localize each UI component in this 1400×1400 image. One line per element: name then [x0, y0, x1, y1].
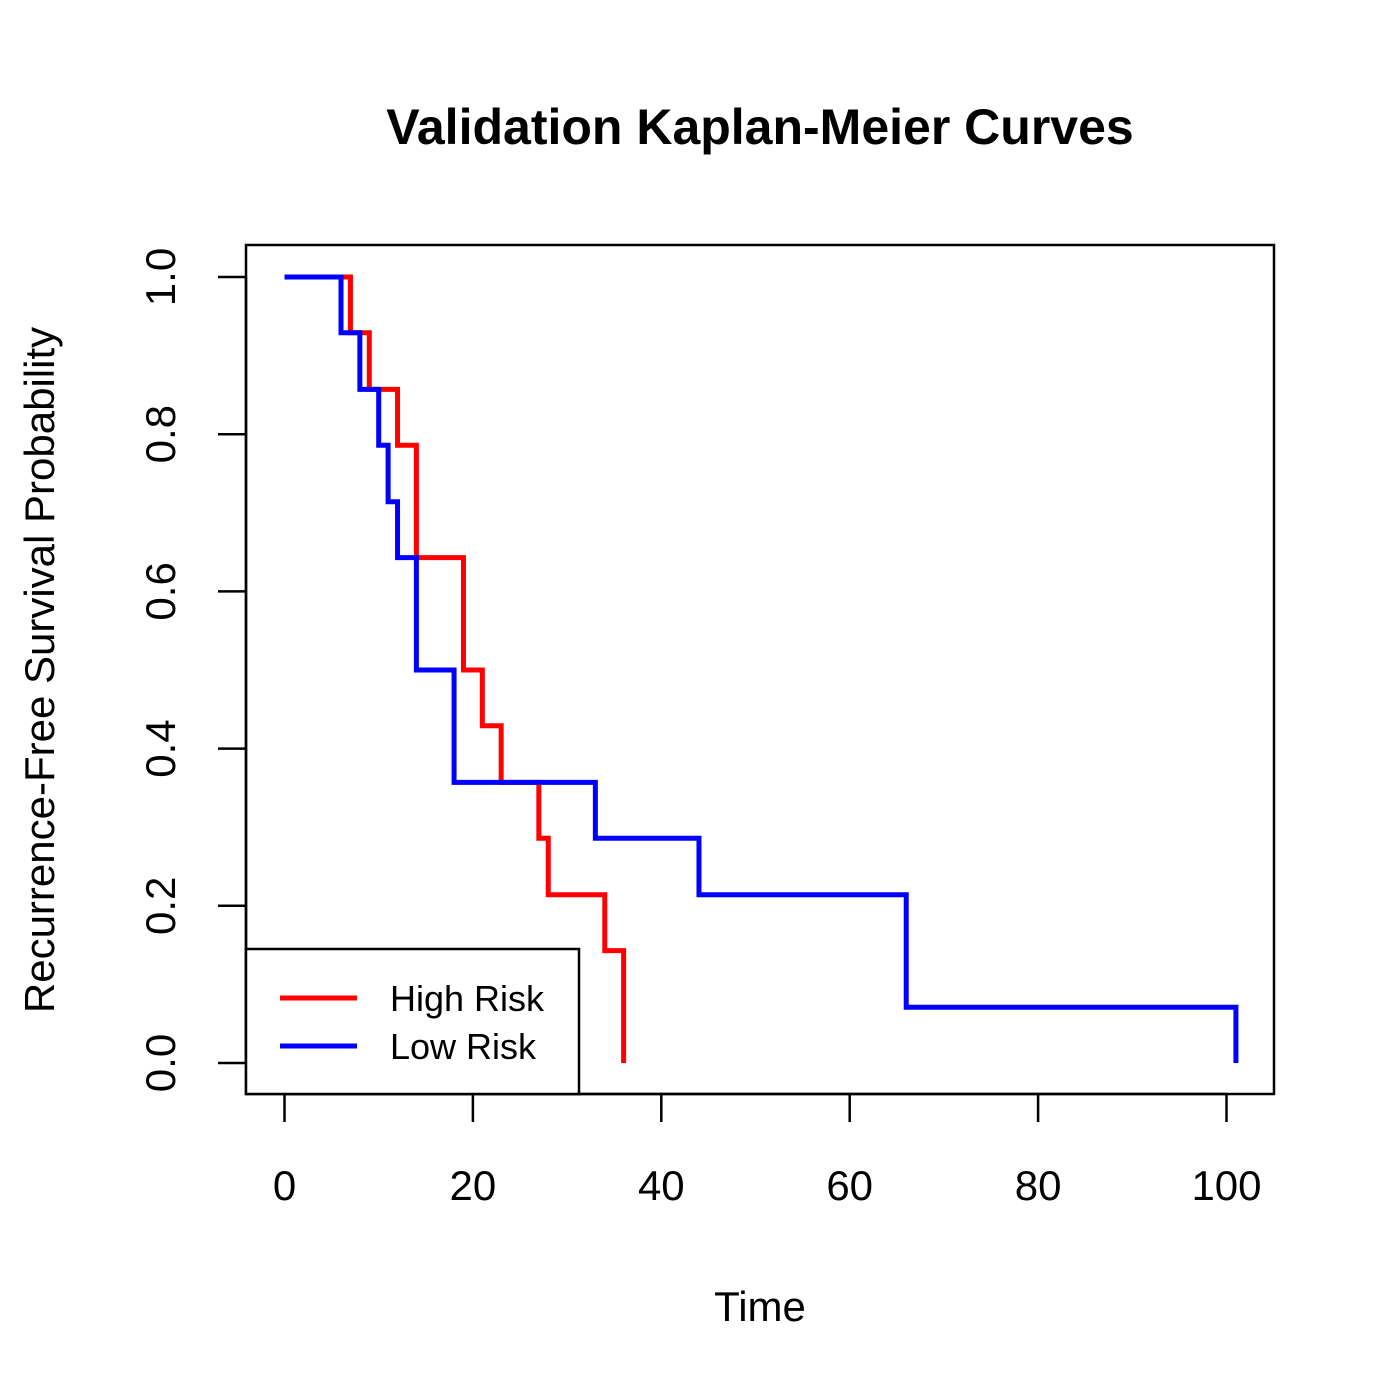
legend-label-high-risk: High Risk: [390, 978, 545, 1019]
x-tick-label: 100: [1191, 1162, 1261, 1209]
y-tick-label: 0.4: [137, 719, 184, 777]
x-tick-label: 20: [450, 1162, 497, 1209]
x-tick-label: 40: [638, 1162, 685, 1209]
y-tick-label: 0.2: [137, 877, 184, 935]
x-tick-label: 0: [273, 1162, 296, 1209]
chart-title: Validation Kaplan-Meier Curves: [386, 99, 1133, 155]
y-tick-label: 0.6: [137, 562, 184, 620]
legend-label-low-risk: Low Risk: [390, 1026, 537, 1067]
x-tick-label: 80: [1015, 1162, 1062, 1209]
plot-layer: 0 20 40 60 80 100 0.0 0.2 0.4 0.6 0.8 1.0 High Risk L…: [137, 243, 1276, 1209]
y-tick-label: 0.8: [137, 405, 184, 463]
y-tick-label: 0.0: [137, 1034, 184, 1092]
x-tick-label: 60: [826, 1162, 873, 1209]
legend-box: [244, 947, 581, 1096]
y-tick-label: 1.0: [137, 248, 184, 306]
km-curve-high-risk: [284, 274, 627, 1063]
y-axis-label: Recurrence-Free Survival Probability: [16, 327, 63, 1013]
km-curve-low-risk: [284, 274, 1239, 1063]
x-axis-label: Time: [714, 1283, 806, 1330]
